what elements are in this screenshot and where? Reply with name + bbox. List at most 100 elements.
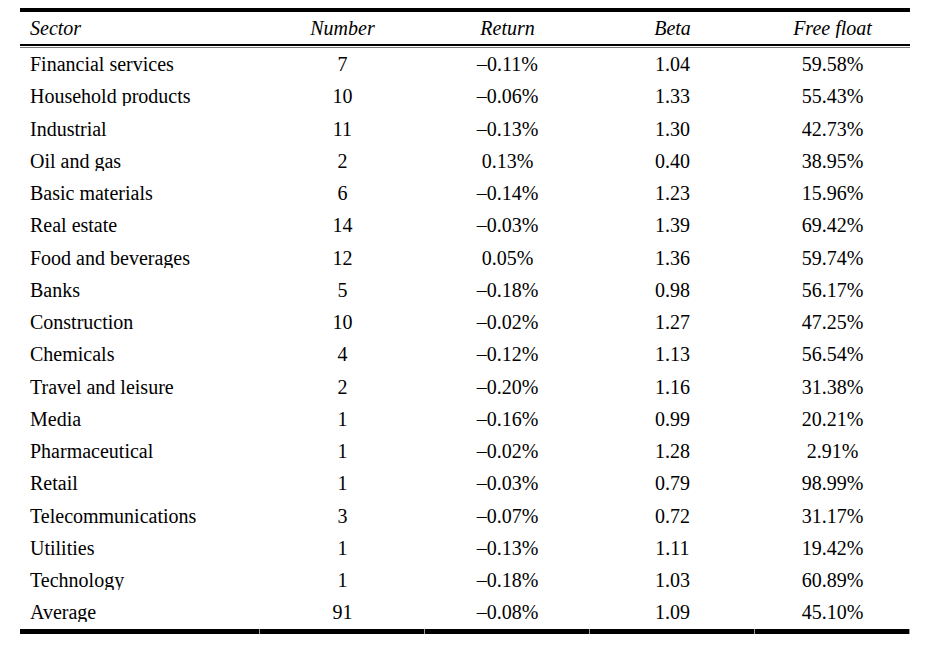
header-sector: Sector bbox=[20, 18, 260, 38]
cell-return: –0.02% bbox=[425, 312, 590, 332]
cell-sector: Household products bbox=[20, 86, 260, 106]
table-row: Utilities 1 –0.13% 1.11 19.42% bbox=[20, 532, 910, 564]
cell-number: 91 bbox=[260, 602, 425, 622]
cell-free-float: 20.21% bbox=[755, 409, 910, 429]
bottom-rule-segment bbox=[20, 629, 259, 634]
cell-beta: 1.13 bbox=[590, 344, 755, 364]
cell-sector: Banks bbox=[20, 280, 260, 300]
cell-return: –0.13% bbox=[425, 119, 590, 139]
cell-number: 10 bbox=[260, 312, 425, 332]
cell-sector: Food and beverages bbox=[20, 248, 260, 268]
cell-number: 3 bbox=[260, 506, 425, 526]
table-row: Chemicals 4 –0.12% 1.13 56.54% bbox=[20, 338, 910, 370]
cell-sector: Media bbox=[20, 409, 260, 429]
table-header-row: Sector Number Return Beta Free float bbox=[20, 12, 910, 44]
cell-return: –0.16% bbox=[425, 409, 590, 429]
cell-number: 11 bbox=[260, 119, 425, 139]
bottom-rule-segment bbox=[590, 629, 754, 634]
cell-return: –0.13% bbox=[425, 538, 590, 558]
cell-return: 0.13% bbox=[425, 151, 590, 171]
cell-return: –0.18% bbox=[425, 280, 590, 300]
table-row: Financial services 7 –0.11% 1.04 59.58% bbox=[20, 48, 910, 80]
table-row: Telecommunications 3 –0.07% 0.72 31.17% bbox=[20, 500, 910, 532]
cell-beta: 0.99 bbox=[590, 409, 755, 429]
cell-beta: 1.33 bbox=[590, 86, 755, 106]
cell-beta: 0.40 bbox=[590, 151, 755, 171]
table-row: Pharmaceutical 1 –0.02% 1.28 2.91% bbox=[20, 435, 910, 467]
cell-return: –0.12% bbox=[425, 344, 590, 364]
cell-free-float: 56.54% bbox=[755, 344, 910, 364]
cell-beta: 1.09 bbox=[590, 602, 755, 622]
cell-number: 14 bbox=[260, 215, 425, 235]
cell-sector: Average bbox=[20, 602, 260, 622]
table-row: Basic materials 6 –0.14% 1.23 15.96% bbox=[20, 177, 910, 209]
cell-sector: Travel and leisure bbox=[20, 377, 260, 397]
cell-number: 5 bbox=[260, 280, 425, 300]
cell-number: 12 bbox=[260, 248, 425, 268]
page: Sector Number Return Beta Free float Fin… bbox=[0, 0, 930, 653]
cell-sector: Retail bbox=[20, 473, 260, 493]
cell-sector: Technology bbox=[20, 570, 260, 590]
table-row: Oil and gas 2 0.13% 0.40 38.95% bbox=[20, 145, 910, 177]
cell-free-float: 31.38% bbox=[755, 377, 910, 397]
cell-return: –0.02% bbox=[425, 441, 590, 461]
cell-free-float: 59.74% bbox=[755, 248, 910, 268]
bottom-rule-segment bbox=[425, 629, 589, 634]
cell-free-float: 38.95% bbox=[755, 151, 910, 171]
cell-return: –0.06% bbox=[425, 86, 590, 106]
cell-number: 2 bbox=[260, 377, 425, 397]
cell-number: 1 bbox=[260, 473, 425, 493]
table-row: Technology 1 –0.18% 1.03 60.89% bbox=[20, 564, 910, 596]
cell-free-float: 19.42% bbox=[755, 538, 910, 558]
cell-sector: Oil and gas bbox=[20, 151, 260, 171]
cell-sector: Chemicals bbox=[20, 344, 260, 364]
cell-number: 6 bbox=[260, 183, 425, 203]
cell-free-float: 2.91% bbox=[755, 441, 910, 461]
sector-statistics-table: Sector Number Return Beta Free float Fin… bbox=[20, 8, 910, 634]
cell-sector: Basic materials bbox=[20, 183, 260, 203]
table-row: Banks 5 –0.18% 0.98 56.17% bbox=[20, 274, 910, 306]
cell-sector: Construction bbox=[20, 312, 260, 332]
header-number: Number bbox=[260, 18, 425, 38]
cell-sector: Utilities bbox=[20, 538, 260, 558]
cell-beta: 1.39 bbox=[590, 215, 755, 235]
cell-free-float: 15.96% bbox=[755, 183, 910, 203]
cell-return: –0.14% bbox=[425, 183, 590, 203]
cell-sector: Financial services bbox=[20, 54, 260, 74]
cell-free-float: 31.17% bbox=[755, 506, 910, 526]
cell-beta: 1.16 bbox=[590, 377, 755, 397]
table-row: Household products 10 –0.06% 1.33 55.43% bbox=[20, 80, 910, 112]
cell-beta: 0.72 bbox=[590, 506, 755, 526]
cell-sector: Industrial bbox=[20, 119, 260, 139]
cell-free-float: 69.42% bbox=[755, 215, 910, 235]
cell-number: 1 bbox=[260, 570, 425, 590]
cell-beta: 1.28 bbox=[590, 441, 755, 461]
cell-sector: Pharmaceutical bbox=[20, 441, 260, 461]
table-row: Real estate 14 –0.03% 1.39 69.42% bbox=[20, 209, 910, 241]
cell-free-float: 98.99% bbox=[755, 473, 910, 493]
cell-number: 4 bbox=[260, 344, 425, 364]
cell-beta: 1.04 bbox=[590, 54, 755, 74]
cell-return: 0.05% bbox=[425, 248, 590, 268]
table-row-average: Average 91 –0.08% 1.09 45.10% bbox=[20, 596, 910, 628]
cell-number: 1 bbox=[260, 441, 425, 461]
cell-free-float: 59.58% bbox=[755, 54, 910, 74]
header-free-float: Free float bbox=[755, 18, 910, 38]
table-bottom-rule bbox=[20, 629, 910, 634]
cell-free-float: 45.10% bbox=[755, 602, 910, 622]
cell-free-float: 56.17% bbox=[755, 280, 910, 300]
cell-sector: Telecommunications bbox=[20, 506, 260, 526]
cell-number: 1 bbox=[260, 538, 425, 558]
cell-number: 7 bbox=[260, 54, 425, 74]
cell-beta: 0.98 bbox=[590, 280, 755, 300]
cell-free-float: 42.73% bbox=[755, 119, 910, 139]
cell-return: –0.03% bbox=[425, 473, 590, 493]
cell-beta: 1.30 bbox=[590, 119, 755, 139]
cell-sector: Real estate bbox=[20, 215, 260, 235]
cell-beta: 1.23 bbox=[590, 183, 755, 203]
header-return: Return bbox=[425, 18, 590, 38]
cell-beta: 1.03 bbox=[590, 570, 755, 590]
table-row: Travel and leisure 2 –0.20% 1.16 31.38% bbox=[20, 371, 910, 403]
cell-free-float: 47.25% bbox=[755, 312, 910, 332]
cell-number: 10 bbox=[260, 86, 425, 106]
